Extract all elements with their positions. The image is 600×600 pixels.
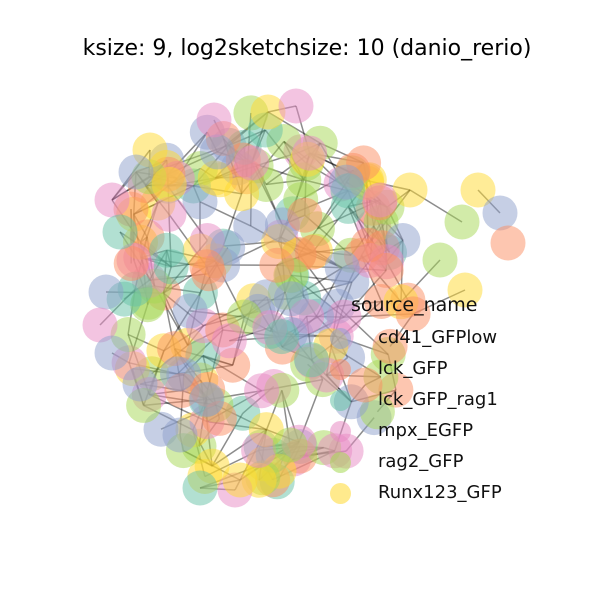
network-node bbox=[328, 164, 364, 200]
network-node bbox=[199, 134, 235, 170]
network-node bbox=[368, 252, 404, 288]
network-node bbox=[244, 373, 280, 409]
network-node bbox=[222, 462, 258, 498]
network-node bbox=[447, 272, 483, 308]
network-node bbox=[122, 366, 158, 402]
network-node bbox=[151, 196, 187, 232]
network-node bbox=[395, 296, 431, 332]
network-node bbox=[162, 417, 198, 453]
network-node bbox=[118, 154, 154, 190]
network-node bbox=[234, 145, 270, 181]
network-node bbox=[196, 102, 232, 138]
legend-item: mpx_EGFP bbox=[320, 415, 540, 447]
legend-label: cd41_GFPlow bbox=[378, 327, 498, 348]
legend-label: rag2_GFP bbox=[378, 451, 464, 472]
network-node bbox=[88, 274, 124, 310]
network-node bbox=[250, 94, 286, 130]
network-node bbox=[326, 299, 362, 335]
network-node bbox=[372, 328, 408, 364]
legend-swatch bbox=[330, 452, 351, 473]
network-node bbox=[294, 342, 329, 378]
nodes-layer bbox=[82, 88, 526, 508]
network-node bbox=[197, 160, 233, 196]
legend-swatch bbox=[330, 359, 351, 380]
legend-item: lck_GFP_rag1 bbox=[320, 384, 540, 416]
network-node bbox=[295, 234, 331, 270]
network-node bbox=[189, 381, 225, 417]
network-node bbox=[347, 367, 383, 403]
legend-label: lck_GFP_rag1 bbox=[378, 389, 498, 410]
network-node bbox=[292, 135, 328, 171]
network-node bbox=[82, 307, 118, 343]
legend-swatch bbox=[330, 390, 351, 411]
network-node bbox=[224, 176, 260, 212]
chart-title: ksize: 9, log2sketchsize: 10 (danio_reri… bbox=[82, 36, 532, 61]
network-node bbox=[233, 208, 269, 244]
network-node bbox=[422, 242, 458, 278]
network-node bbox=[157, 331, 193, 367]
network-node bbox=[350, 227, 386, 263]
network-node bbox=[324, 250, 360, 286]
legend-label: lck_GFP bbox=[378, 358, 448, 379]
network-node bbox=[241, 432, 277, 468]
legend-swatch bbox=[330, 483, 351, 504]
legend-swatch bbox=[330, 328, 351, 349]
legend-label: Runx123_GFP bbox=[378, 482, 502, 503]
legend-item: Runx123_GFP bbox=[320, 477, 540, 509]
network-node bbox=[94, 335, 130, 371]
network-node bbox=[259, 247, 295, 283]
legend-item: cd41_GFPlow bbox=[320, 322, 540, 354]
network-node bbox=[94, 182, 130, 218]
legend-title: source_name bbox=[351, 294, 478, 316]
network-node bbox=[117, 271, 153, 307]
network-node bbox=[189, 249, 225, 285]
network-node bbox=[160, 356, 195, 392]
network-node bbox=[392, 172, 428, 208]
network-node bbox=[287, 197, 323, 233]
network-node bbox=[272, 427, 308, 463]
network-node bbox=[482, 195, 518, 231]
network-node bbox=[172, 293, 208, 329]
network-node bbox=[444, 204, 480, 240]
network-node bbox=[211, 323, 247, 359]
legend-swatch bbox=[330, 421, 351, 442]
legend-item: rag2_GFP bbox=[320, 446, 540, 478]
network-node bbox=[273, 281, 309, 317]
network-node bbox=[149, 232, 185, 268]
legend-label: mpx_EGFP bbox=[378, 420, 474, 441]
network-node bbox=[460, 172, 496, 208]
network-node bbox=[151, 166, 187, 202]
legend-item: lck_GFP bbox=[320, 353, 540, 385]
network-node bbox=[362, 182, 398, 218]
network-node bbox=[278, 88, 314, 124]
network-node bbox=[182, 470, 218, 506]
network-node bbox=[264, 319, 300, 355]
network-node bbox=[113, 246, 149, 281]
network-node bbox=[490, 225, 526, 261]
network-node bbox=[102, 214, 138, 250]
